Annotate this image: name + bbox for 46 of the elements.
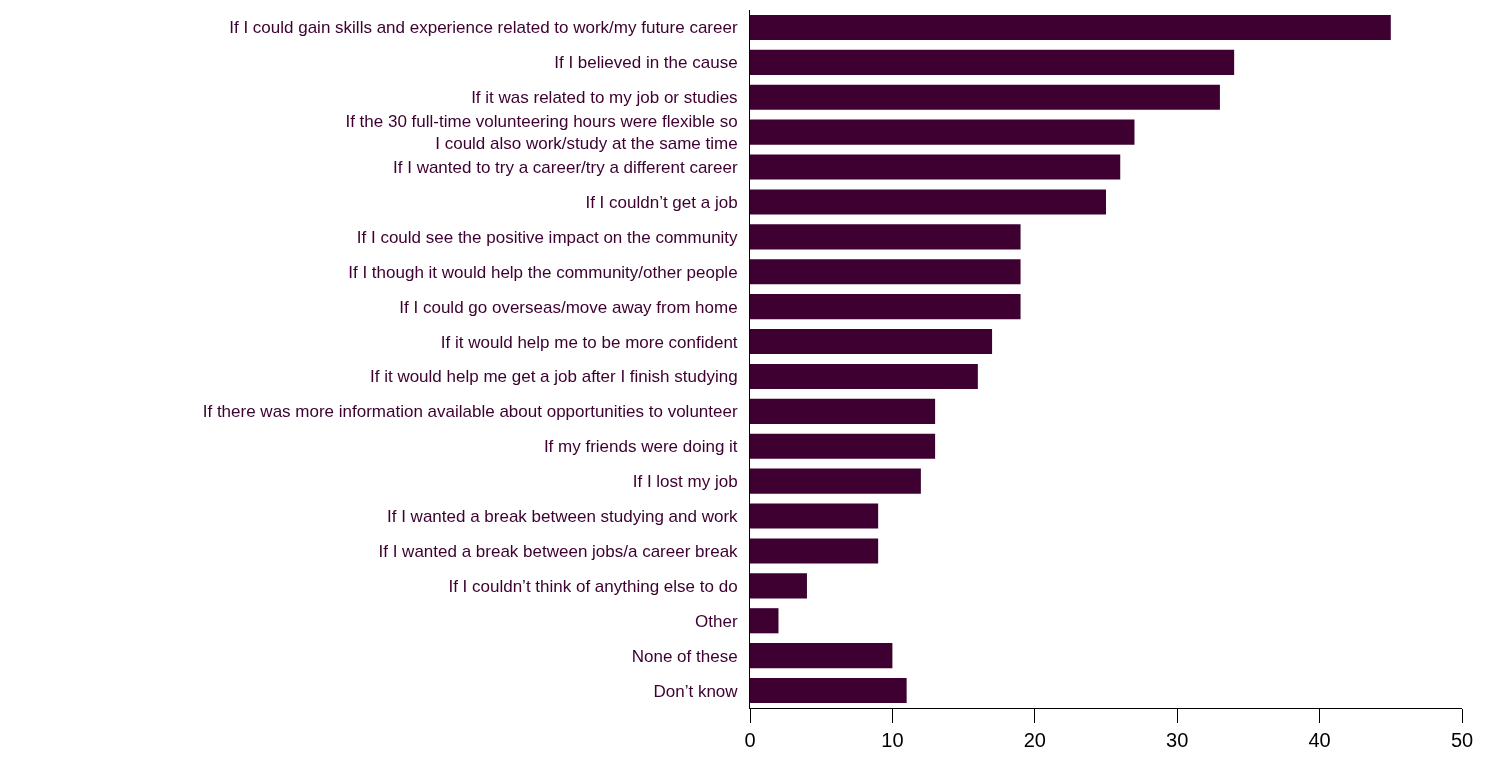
y-tick-label: Other — [695, 611, 738, 631]
bar — [750, 49, 1235, 75]
bar — [750, 259, 1021, 285]
bar — [750, 398, 936, 424]
y-tick-label: If I wanted a break between studying and work — [386, 507, 739, 526]
y-tick-label: If I could gain skills and experience related to work/my future career — [229, 18, 738, 38]
bar — [750, 294, 1021, 320]
y-tick-label: If I believed in the cause — [554, 53, 738, 73]
x-tick-label: 40 — [1308, 729, 1331, 751]
y-tick-label: If I could see the positive impact on the community — [356, 227, 739, 247]
y-tick-label: If I wanted to try a career/try a different career — [393, 158, 738, 177]
x-tick-label: 30 — [1166, 729, 1189, 751]
y-tick-label: If I couldn’t think of anything else to do — [448, 576, 738, 596]
bar — [750, 608, 779, 634]
y-tick-label: Don’t know — [653, 681, 739, 701]
bar — [750, 154, 1121, 180]
bar — [750, 14, 1391, 41]
bar — [750, 328, 993, 355]
bar — [750, 503, 879, 529]
y-tick-label: If it would help me to be more confident — [440, 332, 738, 352]
y-tick-label: If my friends were doing it — [543, 437, 738, 457]
bar — [750, 677, 907, 704]
bar — [750, 433, 936, 459]
x-tick-label: 10 — [881, 729, 904, 751]
y-tick-label: If there was more information available about opportunities to volunteer — [202, 402, 738, 422]
y-tick-label: If I lost my job — [632, 472, 738, 492]
y-tick-label: If I could go overseas/move away from home — [399, 297, 738, 317]
bar — [750, 363, 978, 390]
y-tick-label: None of these — [631, 646, 738, 666]
y-tick-label: If I wanted a break between jobs/a career break — [378, 541, 739, 561]
bar — [750, 538, 879, 564]
y-tick-label: If it would help me get a job after I finish studying — [370, 367, 738, 387]
x-tick-label: 50 — [1450, 729, 1474, 751]
bar — [750, 119, 1135, 145]
bar — [750, 84, 1220, 110]
bar — [750, 468, 921, 494]
y-tick-label: If I though it would help the community/other people — [348, 262, 738, 282]
bar — [750, 643, 893, 669]
x-tick-label: 0 — [744, 729, 756, 751]
y-tick-label: If I couldn’t get a job — [585, 192, 738, 212]
bar — [750, 189, 1106, 215]
x-tick-label: 20 — [1023, 729, 1046, 751]
bar — [750, 224, 1021, 250]
bar — [750, 573, 807, 599]
y-tick-label: If the 30 full-time volunteering hours were flexible so I could also work/study at the same time — [345, 112, 738, 154]
y-tick-label: If it was related to my job or studies — [471, 88, 738, 108]
